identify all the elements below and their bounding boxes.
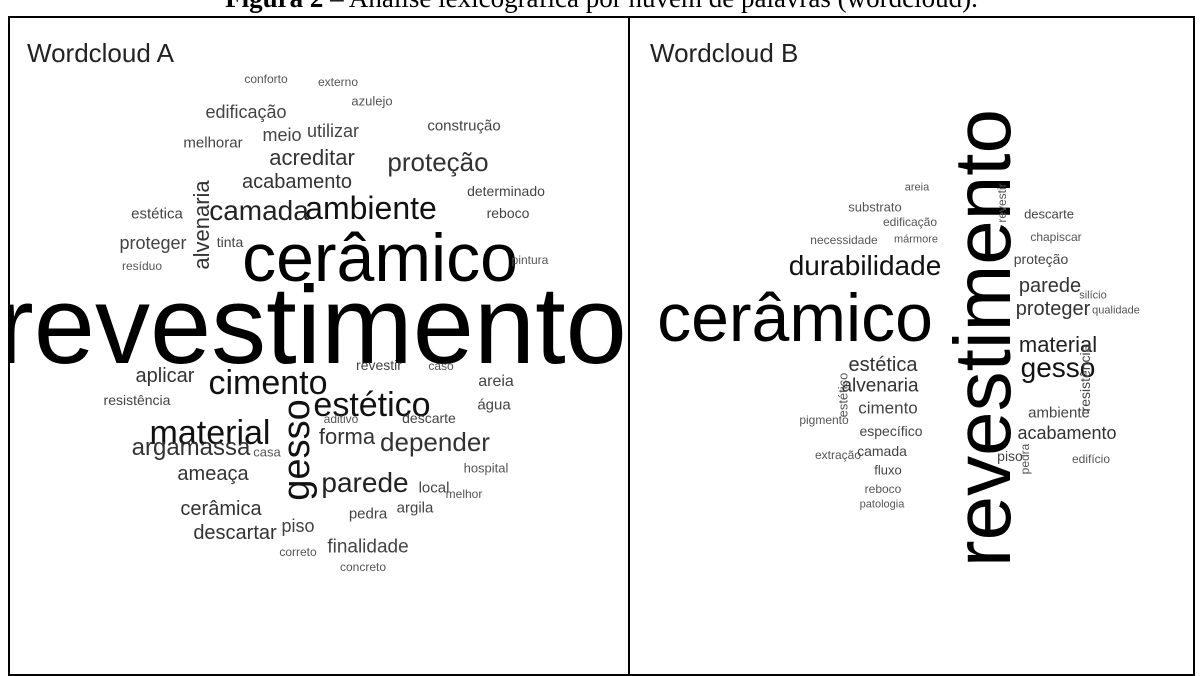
word: alvenaria [841,375,919,397]
word: específico [859,423,923,439]
word: gesso [276,399,318,501]
word: durabilidade [788,250,942,281]
word: hospital [463,460,509,476]
word: extração [814,448,862,462]
word: externo [317,75,359,89]
word: ambiente [305,190,437,226]
word: pigmento [799,413,849,427]
word: qualidade [1092,304,1140,317]
word: descartar [193,522,277,544]
word: revestir [356,357,402,373]
word: estética [848,354,918,376]
word: reboco [486,205,530,221]
word: casa [253,444,281,460]
word: concreto [339,560,387,574]
word: reboco [864,482,902,496]
figure-caption: Figura 2 – Análise lexicográfica por nuv… [0,0,1203,14]
word: tinta [216,234,244,250]
word: resistência [1077,344,1093,412]
word: alvenaria [189,180,214,270]
word: edificação [205,102,287,122]
word: água [477,396,511,414]
wordcloud-a-title: Wordcloud A [27,38,174,68]
word: parede [321,467,409,498]
word: acabamento [1017,423,1117,443]
word: patologia [859,498,905,511]
word: mármore [893,233,939,246]
word: resistência [103,392,171,408]
word: determinado [467,183,545,199]
word: acabamento [241,171,353,193]
word: edifício [1071,452,1111,466]
word: melhorar [183,134,243,152]
figure-caption-label: Figura 2 [225,0,323,13]
word: utilizar [306,121,360,141]
word: areia [904,181,930,194]
word: argila [396,499,434,517]
word: necessidade [810,233,878,247]
word: ameaça [177,463,249,485]
word: estético [835,372,851,418]
word: cimento [208,364,328,402]
word: revestir [995,183,1009,223]
word: conforto [244,72,288,86]
word: resíduo [121,259,163,273]
word: pintura [511,253,549,267]
word: pedra [1018,443,1032,475]
word: cerâmico [242,220,518,296]
word: piso [997,448,1023,464]
word: melhor [445,487,483,501]
word: correto [279,545,317,559]
word: material [1018,332,1098,357]
word: descarte [402,410,456,426]
word: caso [428,359,454,373]
word: aplicar [135,365,195,387]
word: meio [262,125,302,145]
word: local [418,479,450,497]
word: pedra [348,505,388,523]
word: substrato [848,199,902,215]
word: camada [209,195,309,226]
word: cerâmico [657,280,933,356]
word: azulejo [351,93,393,109]
word: cerâmica [180,498,262,520]
word: chapiscar [1030,230,1082,244]
word: construção [427,117,501,135]
word: revestimento [938,109,1027,567]
word: descarte [1024,206,1074,222]
word: argamassa [131,434,251,461]
word: material [149,414,271,452]
word: piso [281,516,315,536]
wordcloud-a-panel: Wordcloud A revestimento cerâmico cimento e… [8,16,630,676]
wordcloud-b-title: Wordcloud B [650,38,799,68]
word: camada [857,443,907,459]
word: aditivo [323,412,359,426]
word: finalidade [327,536,409,558]
word: gesso [1020,352,1096,383]
word: proteção [1013,251,1069,267]
word: proteger [119,233,187,253]
figure-caption-text: – Análise lexicográfica por nuvem de pal… [323,0,978,13]
word: revestimento [8,264,627,387]
word: depender [380,427,490,457]
word: acreditar [269,145,355,170]
word: ambiente [1028,404,1090,422]
word: fluxo [874,462,902,478]
word: proteger [1015,298,1091,320]
word: cimento [858,398,918,418]
word: estética [131,205,183,223]
word: parede [1018,275,1082,297]
word: proteção [387,147,489,177]
wordcloud-b-panel: Wordcloud B revestimento cerâmico durabili… [628,16,1195,676]
word: edificação [882,215,938,229]
word: forma [318,424,376,449]
word: estético [313,386,431,424]
word: areia [478,373,514,390]
word: silício [1079,289,1107,302]
